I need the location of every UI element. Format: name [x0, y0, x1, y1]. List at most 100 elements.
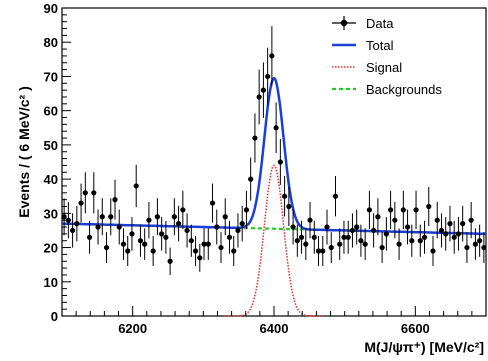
data-marker	[320, 248, 326, 254]
data-point	[366, 190, 372, 230]
data-marker	[298, 234, 305, 240]
data-marker	[82, 190, 88, 196]
data-point	[341, 220, 347, 254]
data-marker	[468, 217, 474, 223]
data-point	[392, 202, 398, 239]
data-point	[150, 235, 156, 267]
data-marker	[116, 224, 122, 230]
y-tick-label: 40	[44, 172, 58, 187]
data-point	[142, 228, 148, 260]
data-marker	[150, 248, 156, 254]
data-marker	[307, 217, 313, 223]
data-marker	[464, 244, 470, 251]
legend-label-backgrounds: Backgrounds	[366, 82, 442, 97]
x-tick-label: 6600	[401, 321, 430, 336]
data-marker	[154, 214, 160, 220]
data-marker	[201, 241, 207, 247]
data-marker	[392, 217, 398, 223]
data-marker	[95, 224, 101, 230]
data-marker	[404, 224, 411, 230]
data-marker	[443, 231, 449, 237]
data-point	[460, 205, 466, 242]
data-marker	[265, 73, 271, 80]
data-marker	[125, 248, 131, 254]
data-marker	[290, 224, 296, 230]
data-marker	[112, 197, 118, 203]
data-marker	[286, 203, 292, 210]
data-marker	[146, 217, 152, 223]
data-point	[468, 202, 474, 239]
data-point	[472, 228, 478, 260]
legend-entry-signal: Signal	[332, 60, 402, 75]
data-point	[78, 183, 84, 223]
data-marker	[477, 238, 483, 244]
signal-curve-layer	[224, 164, 324, 317]
data-point	[184, 213, 190, 248]
data-marker	[273, 125, 279, 131]
data-marker	[176, 221, 182, 227]
data-point	[159, 217, 165, 251]
data-marker	[120, 241, 127, 247]
data-point	[277, 139, 283, 185]
data-point	[218, 232, 224, 263]
data-marker	[472, 241, 478, 247]
data-point	[205, 228, 211, 260]
y-tick-label: 70	[44, 69, 58, 84]
data-point	[248, 157, 254, 201]
data-point	[307, 202, 313, 239]
data-point	[120, 228, 127, 260]
y-axis-title: Events / ( 6 MeV/c² )	[16, 86, 32, 217]
data-point	[103, 232, 110, 263]
data-marker	[434, 217, 440, 223]
data-point	[477, 224, 483, 257]
data-marker	[324, 224, 330, 230]
data-point	[239, 205, 245, 242]
data-point	[282, 176, 288, 217]
legend-entry-total: Total	[332, 38, 394, 53]
data-marker	[214, 224, 220, 230]
data-marker	[180, 207, 186, 213]
y-tick-label: 30	[44, 206, 58, 221]
legend-label-signal: Signal	[366, 60, 402, 75]
data-point	[74, 205, 80, 242]
data-marker	[129, 231, 135, 237]
data-point	[354, 209, 360, 245]
data-marker	[184, 227, 190, 234]
data-marker	[455, 231, 462, 237]
data-point	[269, 26, 275, 86]
data-point	[383, 217, 389, 251]
x-tick-label: 6200	[118, 321, 147, 336]
data-marker	[192, 248, 199, 254]
data-marker	[248, 176, 254, 182]
data-marker	[269, 53, 275, 59]
data-marker	[159, 231, 165, 237]
y-tick-label: 0	[51, 309, 58, 324]
y-tick-label: 10	[44, 275, 58, 290]
x-tick-label: 6400	[260, 321, 289, 336]
data-point	[231, 235, 237, 267]
data-marker	[171, 214, 177, 220]
data-point	[209, 183, 216, 223]
data-point	[61, 198, 67, 236]
legend-label-data: Data	[366, 16, 394, 31]
data-point	[294, 224, 300, 257]
data-point	[417, 224, 423, 257]
data-point	[443, 217, 449, 251]
data-point	[421, 220, 428, 254]
data-marker	[218, 244, 224, 251]
data-marker	[311, 234, 317, 240]
data-marker	[362, 241, 368, 247]
data-point	[65, 202, 71, 239]
data-marker	[70, 227, 76, 234]
data-marker	[341, 234, 347, 240]
data-point	[201, 228, 207, 260]
data-point	[171, 198, 177, 236]
data-marker	[430, 248, 436, 254]
data-point	[125, 235, 131, 267]
data-point	[70, 213, 76, 248]
data-marker	[226, 234, 233, 240]
data-marker	[239, 221, 245, 227]
data-point	[273, 102, 279, 154]
y-tick-label: 50	[44, 138, 58, 153]
data-marker	[396, 241, 402, 247]
